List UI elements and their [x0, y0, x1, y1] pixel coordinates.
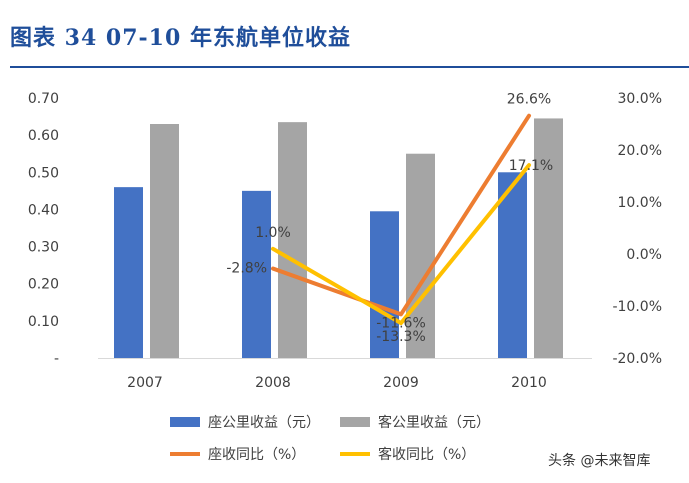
right-axis-tick-label: 0.0%: [626, 247, 662, 263]
passenger-km-revenue-bar: [406, 153, 435, 358]
legend-swatch: [170, 417, 200, 427]
seat-km-revenue-bar: [498, 172, 527, 358]
chart-title: 图表 34 07-10 年东航单位收益: [10, 25, 351, 51]
right-axis-tick-label: 30.0%: [618, 91, 662, 107]
passenger-yoy-data-label: 1.0%: [255, 225, 291, 241]
left-axis-tick-label: 0.70: [28, 91, 59, 107]
seat-km-revenue-bar: [114, 187, 143, 358]
legend-label: 座收同比（%）: [208, 447, 305, 463]
title-divider: [10, 66, 689, 68]
legend-label: 客收同比（%）: [378, 446, 475, 463]
passenger-km-revenue-bar: [150, 124, 179, 358]
passenger-yoy-data-label: -13.3%: [376, 329, 426, 345]
right-axis-tick-label: 10.0%: [618, 195, 662, 211]
right-axis-tick-label: -10.0%: [612, 299, 662, 315]
watermark-text: 头条 @未来智库: [548, 453, 651, 469]
passenger-km-revenue-bar: [278, 122, 307, 359]
passenger-yoy-data-label: 17.1%: [509, 158, 553, 174]
right-axis-tick-label: -20.0%: [612, 351, 662, 367]
left-axis-tick-label: 0.40: [28, 202, 59, 218]
seat-revenue-yoy-line: [271, 113, 531, 317]
passenger-revenue-yoy-line: [271, 163, 531, 326]
seat-km-revenue-bar: [370, 211, 399, 358]
passenger-km-revenue-bar: [534, 118, 563, 358]
seat-yoy-data-label: -11.6%: [376, 315, 426, 331]
seat-yoy-data-label: 26.6%: [507, 92, 551, 108]
seat-km-revenue-bar: [242, 190, 271, 358]
left-axis-tick-label: -: [54, 351, 59, 367]
category-label: 2008: [255, 375, 291, 391]
legend-label: 座公里收益（元）: [208, 415, 320, 431]
legend-swatch: [340, 417, 370, 427]
category-label: 2010: [511, 375, 547, 391]
seat-yoy-data-label: -2.8%: [226, 261, 267, 277]
category-label: 2009: [383, 375, 419, 391]
left-axis-tick-label: 0.10: [28, 314, 59, 330]
left-axis-tick-label: 0.20: [28, 277, 59, 293]
left-axis-tick-label: 0.30: [28, 240, 59, 256]
legend-label: 客公里收益（元）: [378, 414, 490, 431]
right-axis-tick-label: 20.0%: [618, 143, 662, 159]
left-axis-tick-label: 0.50: [28, 165, 59, 181]
category-label: 2007: [127, 375, 163, 391]
left-axis-tick-label: 0.60: [28, 128, 59, 144]
